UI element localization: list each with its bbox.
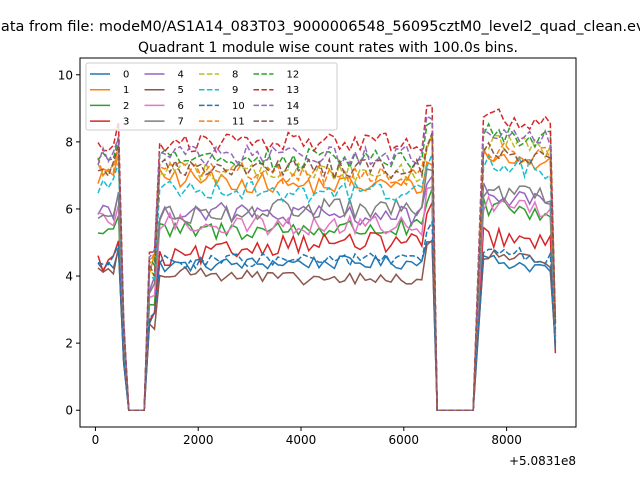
y-tick-label: 0 [65, 404, 73, 418]
series-line-0 [97, 241, 557, 411]
plot-lines [97, 104, 557, 411]
axes-frame [79, 57, 577, 428]
x-tick-label: 8000 [491, 433, 522, 447]
x-tick-label: 4000 [286, 433, 317, 447]
legend-label: 13 [287, 85, 300, 96]
chart-title: Quadrant 1 module wise count rates with … [138, 40, 518, 56]
legend-frame [85, 62, 338, 131]
legend-label: 6 [178, 101, 184, 112]
series-line-8 [97, 133, 557, 411]
legend-label: 15 [287, 117, 300, 128]
x-tick-label: 6000 [389, 433, 420, 447]
legend-label: 8 [232, 70, 238, 81]
figure-suptitle: Data from file: modeM0/AS1A14_083T03_900… [0, 19, 640, 35]
series-line-13 [97, 104, 557, 411]
legend-label: 2 [123, 101, 129, 112]
legend-label: 3 [123, 117, 129, 128]
legend-label: 9 [232, 85, 238, 96]
legend-label: 1 [123, 85, 129, 96]
legend-label: 4 [178, 70, 184, 81]
series-line-10 [97, 219, 557, 411]
legend-label: 0 [123, 70, 129, 81]
legend-label: 10 [232, 101, 245, 112]
y-tick-label: 10 [58, 68, 73, 82]
y-axis-ticks: 0 2 4 6 8 10 [58, 68, 80, 418]
x-tick-label: 0 [92, 433, 100, 447]
y-tick-label: 6 [65, 202, 73, 216]
legend-label: 14 [287, 101, 300, 112]
series-line-7 [97, 168, 557, 411]
x-axis-offset-label: +5.0831e8 [509, 454, 576, 468]
y-tick-label: 4 [65, 270, 73, 284]
series-line-15 [97, 132, 557, 411]
series-line-6 [97, 186, 557, 411]
legend-label: 7 [178, 117, 184, 128]
legend-label: 12 [287, 70, 300, 81]
legend-label: 11 [232, 117, 245, 128]
y-tick-label: 8 [65, 135, 73, 149]
x-tick-label: 2000 [183, 433, 214, 447]
y-tick-label: 2 [65, 337, 73, 351]
series-line-14 [97, 114, 557, 411]
legend-label: 5 [178, 85, 184, 96]
x-axis-ticks: 0 2000 4000 6000 8000 [92, 427, 522, 447]
